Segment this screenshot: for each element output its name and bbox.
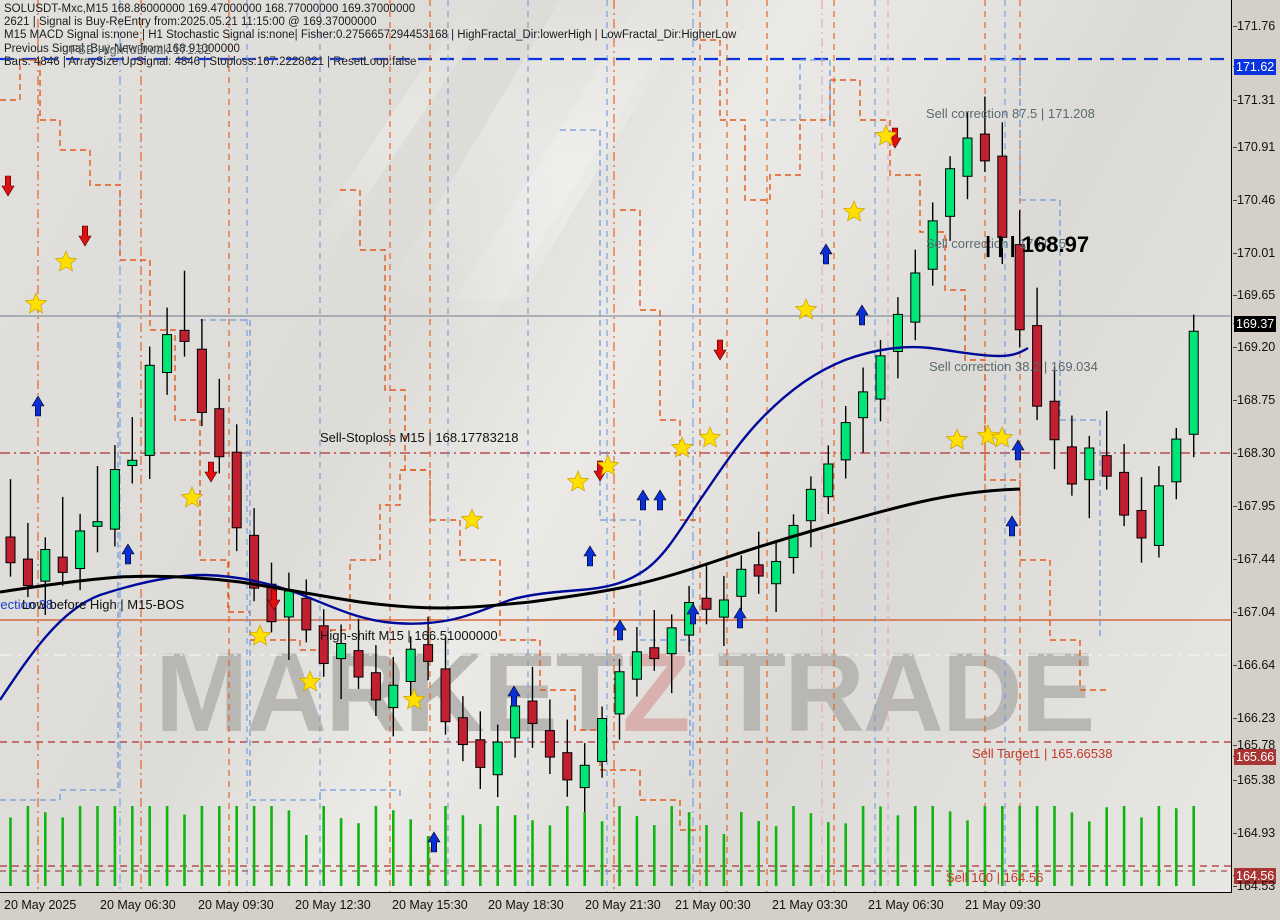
price-tick-label-highlight: 165.66 <box>1234 749 1277 765</box>
ma-slow-line <box>0 345 1029 701</box>
time-tick-label: 21 May 00:30 <box>675 898 751 912</box>
price-tick-label: 170.01 <box>1237 246 1276 260</box>
price-tick-mark <box>1233 26 1237 27</box>
time-tick-label: 21 May 09:30 <box>965 898 1041 912</box>
price-tick-mark <box>1233 745 1237 746</box>
price-tick-label-highlight: 169.37 <box>1234 316 1277 332</box>
candlestick-series <box>5 96 1199 827</box>
header-line-0: SOLUSDT-Mxc,M15 168.86000000 169.4700000… <box>4 3 416 15</box>
chart-plot-area[interactable]: MARKETZ TRADE <box>0 0 1232 893</box>
price-tick-label-highlight: 171.62 <box>1234 59 1277 75</box>
time-axis[interactable]: 20 May 2025 20 May 06:30 20 May 09:30 20 Ma… <box>0 894 1280 920</box>
vertical-session-lines <box>37 0 1021 892</box>
price-tick-label: 171.76 <box>1237 19 1276 33</box>
time-tick-label: 20 May 09:30 <box>198 898 274 912</box>
watermark-text-c: TRADE <box>717 630 1096 755</box>
price-tick-mark <box>1233 665 1237 666</box>
price-tick-label: 170.46 <box>1237 193 1276 207</box>
time-tick-label: 20 May 21:30 <box>585 898 661 912</box>
price-tick-label: 164.53 <box>1237 879 1276 893</box>
price-tick-label: 168.30 <box>1237 446 1276 460</box>
price-tick-label: 171.31 <box>1237 93 1276 107</box>
price-tick-mark <box>1233 780 1237 781</box>
signal-markers <box>1 124 1025 853</box>
price-tick-label: 167.95 <box>1237 499 1276 513</box>
price-tick-mark <box>1233 347 1237 348</box>
time-tick-label: 20 May 2025 <box>4 898 77 912</box>
header-line-3: Previous Signal :Buy-New from:168.910000… <box>4 42 240 55</box>
time-tick-label: 20 May 15:30 <box>392 898 468 912</box>
price-tick-label: 167.04 <box>1237 605 1276 619</box>
price-tick-label: 165.38 <box>1237 773 1276 787</box>
price-tick-label: 167.44 <box>1237 552 1276 566</box>
price-tick-mark <box>1233 295 1237 296</box>
price-tick-mark <box>1233 886 1237 887</box>
price-tick-label: 168.75 <box>1237 393 1276 407</box>
price-tick-mark <box>1233 453 1237 454</box>
price-tick-label: 165.78 <box>1237 738 1276 752</box>
price-tick-label: 166.64 <box>1237 658 1276 672</box>
volume-histogram <box>9 806 1195 886</box>
background-glare <box>300 0 700 340</box>
price-tick-mark <box>1233 253 1237 254</box>
price-tick-label: 164.93 <box>1237 826 1276 840</box>
price-tick-label: 169.65 <box>1237 288 1276 302</box>
time-tick-label: 20 May 18:30 <box>488 898 564 912</box>
price-tick-mark <box>1233 200 1237 201</box>
price-tick-mark <box>1233 559 1237 560</box>
header-line-2: M15 MACD Signal is:none | H1 Stochastic … <box>4 29 737 42</box>
price-tick-mark <box>1233 506 1237 507</box>
price-tick-label: 166.23 <box>1237 711 1276 725</box>
price-tick-mark <box>1233 718 1237 719</box>
price-tick-mark <box>1233 833 1237 834</box>
time-tick-label: 21 May 03:30 <box>772 898 848 912</box>
price-axis[interactable]: 171.76 171.62 171.31 170.91 170.46 170.01 169.… <box>1233 0 1280 893</box>
price-tick-mark <box>1233 400 1237 401</box>
price-levels <box>0 57 1231 872</box>
time-tick-label: 20 May 06:30 <box>100 898 176 912</box>
price-tick-label: 169.20 <box>1237 340 1276 354</box>
price-tick-mark <box>1233 612 1237 613</box>
price-tick-mark <box>1233 147 1237 148</box>
header-line-1: 2621 | Signal is Buy-ReEntry from:2025.0… <box>4 16 377 29</box>
channel-indicator <box>0 59 1101 801</box>
price-tick-label-highlight: 164.56 <box>1234 868 1277 884</box>
ma-fast-line <box>0 487 1021 610</box>
price-tick-label: 170.91 <box>1237 140 1276 154</box>
chart-canvas <box>0 0 1231 892</box>
price-tick-mark <box>1233 100 1237 101</box>
header-line-4: Bars: 4846 | ArraySize UpSignal: 4846 | … <box>4 55 417 68</box>
time-tick-label: 21 May 06:30 <box>868 898 944 912</box>
time-tick-label: 20 May 12:30 <box>295 898 371 912</box>
chart-info-header: SOLUSDT-Mxc,M15 168.86000000 169.4700000… <box>4 3 736 69</box>
